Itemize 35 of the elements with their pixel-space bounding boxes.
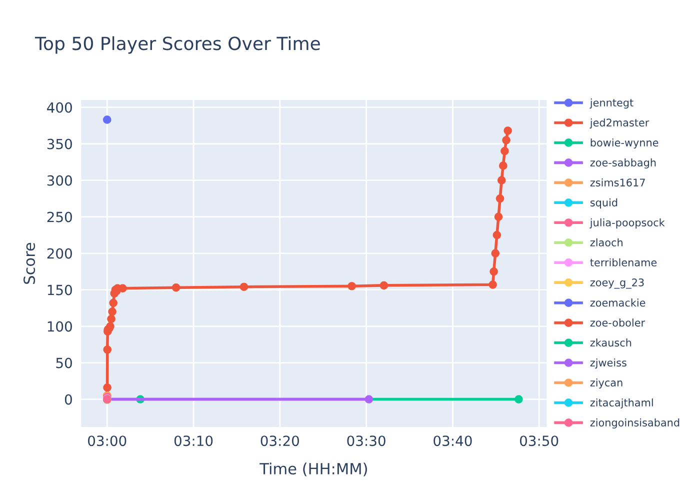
x-tick-label: 03:10 bbox=[174, 436, 213, 446]
legend-label: zoe-oboler bbox=[590, 318, 646, 327]
legend-label: zoey_g_23 bbox=[590, 278, 644, 289]
x-tick-label: 03:50 bbox=[520, 436, 558, 446]
y-tick-label: 200 bbox=[47, 248, 72, 259]
legend-label: zkausch bbox=[590, 338, 632, 347]
y-axis-title: Score bbox=[24, 242, 36, 284]
legend-label: zoe-sabbagh bbox=[590, 158, 656, 169]
y-tick-label: 0 bbox=[64, 394, 72, 405]
legend-label: zjweiss bbox=[590, 358, 626, 369]
legend-label: ziongoinsisaband bbox=[590, 418, 680, 429]
y-tick-label: 50 bbox=[56, 358, 72, 368]
y-tick-label: 150 bbox=[48, 284, 72, 296]
legend-label: julia-poopsock bbox=[590, 218, 665, 228]
legend-label: zoemackie bbox=[590, 298, 646, 307]
y-tick-label: 350 bbox=[47, 138, 72, 150]
x-tick-label: 03:20 bbox=[260, 436, 299, 446]
y-tick-label: 400 bbox=[47, 102, 72, 113]
x-axis-title: Time (HH:MM) bbox=[260, 462, 367, 476]
legend-label: zitacajthaml bbox=[590, 398, 653, 409]
x-tick-label: 03:00 bbox=[88, 436, 126, 446]
x-tick-label: 03:30 bbox=[347, 436, 386, 446]
x-tick-label: 03:40 bbox=[434, 436, 472, 446]
y-tick-label: 100 bbox=[48, 321, 72, 332]
y-tick-label: 300 bbox=[47, 175, 72, 186]
legend-label: zlaoch bbox=[590, 238, 622, 246]
legend-label: ziycan bbox=[590, 378, 622, 389]
legend-label: jenntegt bbox=[590, 98, 634, 109]
legend-label: zsims1617 bbox=[590, 178, 645, 186]
legend-label: terriblename bbox=[590, 258, 657, 266]
legend-label: squid bbox=[590, 198, 618, 208]
legend-label: jed2master bbox=[590, 118, 650, 129]
y-tick-label: 250 bbox=[47, 212, 72, 222]
legend-label: bowie-wynne bbox=[590, 138, 658, 149]
chart-title: Top 50 Player Scores Over Time bbox=[34, 36, 320, 54]
